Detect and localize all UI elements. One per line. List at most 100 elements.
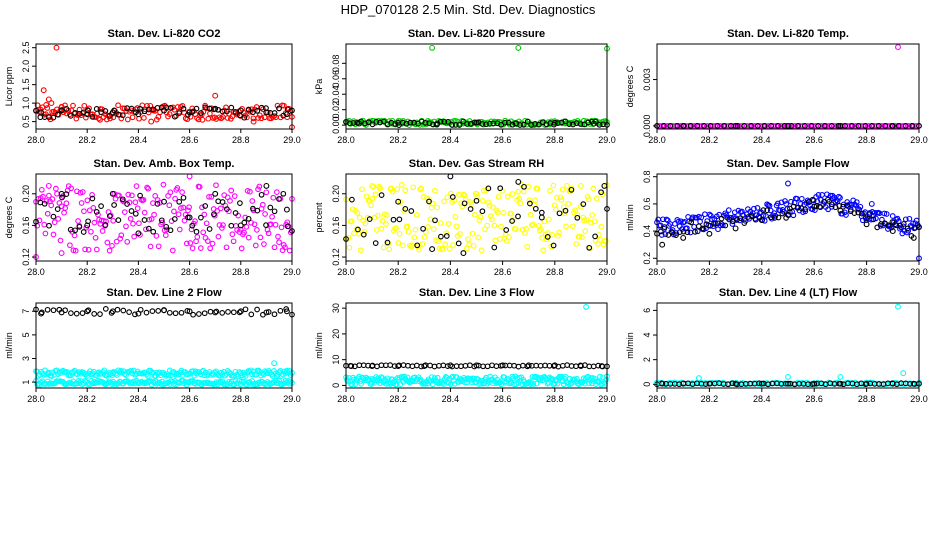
data-point: [848, 123, 855, 129]
data-point: [158, 217, 165, 224]
data-point: [456, 122, 463, 128]
data-point: [576, 233, 583, 240]
data-point: [573, 120, 580, 126]
y-tick-label: 0.20: [331, 185, 341, 203]
data-point: [181, 217, 188, 224]
data-point: [388, 185, 395, 192]
data-point: [250, 205, 256, 212]
data-point: [46, 222, 52, 229]
data-point: [455, 191, 462, 198]
data-point: [554, 120, 561, 126]
panel-title: Stan. Dev. Li-820 Temp.: [727, 28, 849, 40]
data-point: [189, 245, 196, 252]
reference-series-point: [499, 362, 506, 369]
data-point: [207, 110, 213, 117]
y-tick-label: 2.5: [21, 41, 31, 54]
primary-series-point: [785, 180, 791, 187]
data-point: [761, 123, 768, 129]
data-point: [822, 123, 828, 129]
panel-2: Stan. Dev. Li-820 Pressure kPa 28.0 28.2 28.…: [314, 28, 616, 145]
data-point: [667, 123, 674, 129]
data-point: [524, 243, 531, 250]
data-point: [707, 123, 714, 129]
data-point: [247, 188, 253, 195]
reference-series-point: [434, 120, 441, 127]
data-point: [243, 224, 250, 230]
data-point: [97, 311, 103, 317]
data-point: [116, 192, 122, 199]
primary-series-point: [237, 370, 244, 377]
data-point: [379, 218, 386, 224]
data-point: [585, 196, 592, 203]
primary-series-point: [829, 192, 836, 199]
data-point: [152, 193, 159, 199]
data-point: [749, 213, 755, 220]
data-point: [80, 229, 87, 235]
primary-series-point: [45, 182, 52, 189]
data-point: [90, 205, 97, 211]
data-point: [106, 213, 113, 219]
panel-title: Stan. Dev. Line 4 (LT) Flow: [719, 287, 858, 299]
data-point: [137, 232, 143, 238]
data-point: [128, 208, 135, 214]
y-tick-label: 1: [21, 380, 31, 385]
data-point: [273, 189, 280, 195]
data-point: [674, 123, 681, 129]
data-point: [828, 203, 835, 210]
x-tick-label: 28.8: [858, 394, 876, 404]
data-point: [585, 119, 591, 126]
data-point: [346, 244, 353, 251]
data-point: [217, 205, 224, 212]
data-point: [491, 222, 498, 229]
x-tick-label: 28.2: [389, 135, 407, 145]
data-point: [538, 226, 544, 232]
primary-series-point: [58, 250, 65, 257]
data-point: [201, 310, 208, 317]
data-point: [598, 189, 604, 196]
data-point: [443, 230, 450, 237]
data-point: [657, 228, 664, 235]
data-point: [889, 219, 896, 225]
data-point: [76, 223, 83, 230]
y-tick-label: 0.5: [21, 115, 31, 128]
data-point: [362, 220, 369, 227]
primary-series-point: [900, 370, 907, 377]
data-point: [452, 213, 459, 220]
data-point: [788, 123, 795, 129]
data-point: [378, 192, 385, 198]
x-tick-label: 28.0: [27, 267, 45, 277]
data-point: [419, 241, 426, 247]
figure-title: HDP_070128 2.5 Min. Std. Dev. Diagnostic…: [341, 2, 596, 17]
data-point: [410, 184, 417, 191]
data-point: [254, 306, 260, 313]
primary-series-point: [271, 360, 278, 367]
reference-series-point: [237, 107, 244, 114]
data-point: [524, 118, 531, 125]
data-point: [420, 225, 426, 232]
data-point: [752, 123, 758, 129]
data-point: [270, 194, 277, 201]
data-point: [550, 242, 557, 249]
y-tick-label: 2: [642, 357, 652, 362]
data-point: [673, 232, 679, 238]
data-point: [271, 208, 278, 215]
data-point: [220, 222, 226, 228]
data-point: [249, 371, 255, 378]
data-point: [208, 372, 214, 378]
data-point: [359, 186, 365, 193]
data-point: [593, 195, 600, 202]
data-point: [569, 223, 576, 230]
reference-series-point: [863, 380, 870, 387]
y-axis-label: ml/min: [314, 332, 324, 359]
data-point: [533, 380, 540, 387]
data-point: [467, 206, 474, 212]
data-point: [532, 205, 539, 212]
x-tick-label: 28.8: [546, 267, 564, 277]
data-point: [213, 182, 219, 189]
data-point: [59, 194, 65, 201]
data-point: [172, 195, 178, 202]
data-point: [147, 243, 154, 250]
data-point: [457, 231, 463, 237]
reference-series-point: [515, 178, 522, 185]
